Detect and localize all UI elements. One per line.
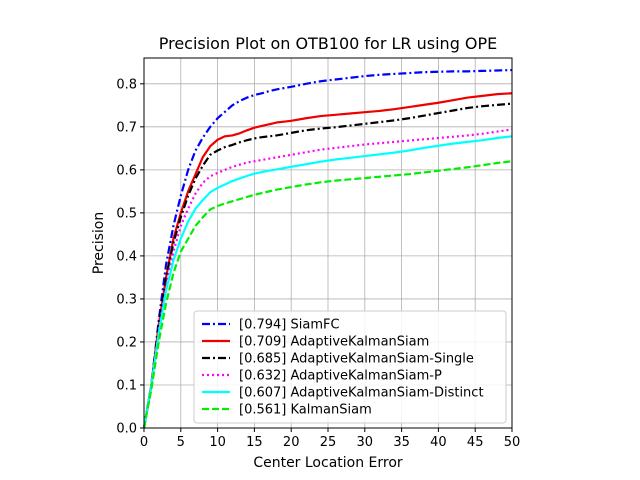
y-tick-label: 0.2 [116, 335, 137, 350]
y-tick-label: 0.0 [116, 422, 137, 437]
x-tick-label: 5 [177, 435, 185, 450]
chart-title: Precision Plot on OTB100 for LR using OP… [159, 34, 498, 53]
series-line-3 [142, 128, 513, 429]
x-tick-label: 40 [430, 435, 447, 450]
legend-label: [0.685] AdaptiveKalmanSiam-Single [239, 352, 474, 367]
y-tick-label: 0.6 [116, 163, 137, 178]
axis-ticks: 0 5 10 15 20 25 30 35 40 45 50 0.0 0.1 0.2 0.3 0.4 0.5 0.… [116, 77, 520, 450]
x-axis-label: Center Location Error [253, 455, 403, 471]
x-tick-label: 15 [246, 435, 263, 450]
legend-box [193, 310, 507, 424]
legend-label: [0.632] AdaptiveKalmanSiam-P [239, 369, 442, 384]
y-tick-label: 0.7 [116, 120, 137, 135]
series-lines [142, 68, 513, 429]
y-tick-label: 0.1 [116, 378, 137, 393]
legend-label: [0.561] KalmanSiam [239, 403, 372, 418]
legend-label: [0.794] SiamFC [239, 318, 340, 333]
x-tick-label: 35 [393, 435, 410, 450]
series-line-0 [142, 68, 513, 429]
y-axis-label: Precision [91, 212, 107, 274]
x-tick-label: 0 [140, 435, 148, 450]
x-tick-label: 10 [209, 435, 226, 450]
y-tick-label: 0.8 [116, 77, 137, 92]
x-tick-label: 45 [467, 435, 484, 450]
series-line-5 [142, 160, 513, 429]
legend: [0.794] SiamFC [0.709] AdaptiveKalmanSiam… [193, 310, 507, 424]
x-tick-label: 30 [357, 435, 374, 450]
x-tick-label: 50 [504, 435, 521, 450]
x-tick-label: 25 [320, 435, 337, 450]
y-tick-label: 0.5 [116, 206, 137, 221]
series-line-4 [142, 135, 513, 429]
legend-label: [0.607] AdaptiveKalmanSiam-Distinct [239, 386, 484, 401]
series-line-1 [142, 92, 513, 429]
y-tick-label: 0.3 [116, 292, 137, 307]
y-tick-label: 0.4 [116, 249, 137, 264]
x-tick-label: 20 [283, 435, 300, 450]
legend-label: [0.709] AdaptiveKalmanSiam [239, 335, 429, 350]
